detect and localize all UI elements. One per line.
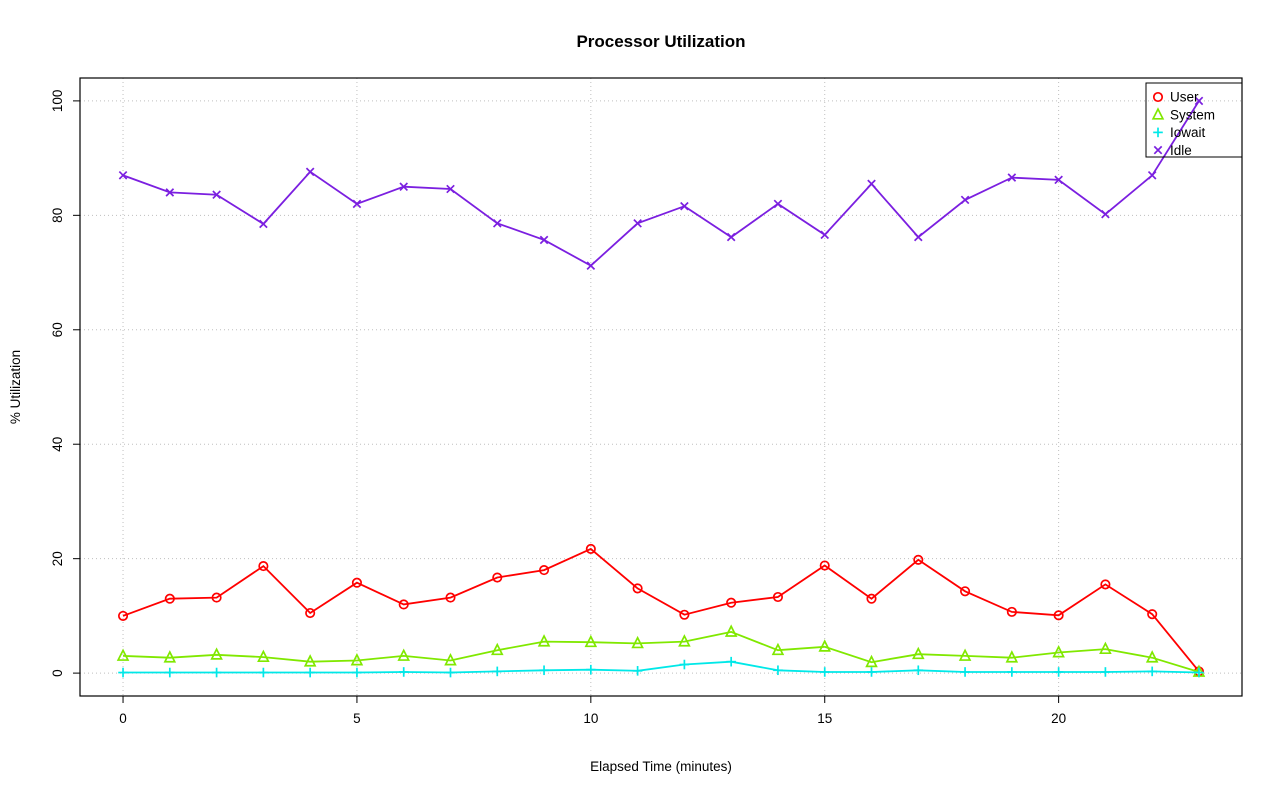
legend-marker-iowait <box>1153 127 1163 138</box>
plot-frame <box>79 77 1243 697</box>
series-iowait-points <box>118 656 1204 678</box>
series-user-points <box>117 543 1205 677</box>
legend: User System Iowait Idle <box>1145 82 1243 158</box>
svg-text:20: 20 <box>1051 711 1066 726</box>
series-system-points <box>116 624 1206 677</box>
legend-marker-system <box>1151 107 1165 120</box>
y-axis-ticks <box>73 100 80 674</box>
svg-text:0: 0 <box>119 711 127 726</box>
x-axis-ticks <box>122 696 1060 703</box>
series-idle-points <box>118 96 1204 270</box>
grid-lines <box>80 78 1242 696</box>
series-system-line <box>122 630 1200 673</box>
svg-text:80: 80 <box>50 208 65 223</box>
x-axis-tick-labels: 0 5 10 15 20 <box>119 711 1066 726</box>
x-axis-title: Elapsed Time (minutes) <box>590 759 732 774</box>
y-axis-tick-labels: 0 20 40 60 80 100 <box>50 90 65 677</box>
legend-label-iowait: Iowait <box>1170 125 1206 140</box>
series-idle-line <box>122 100 1200 267</box>
legend-marker-idle <box>1153 145 1163 155</box>
svg-text:0: 0 <box>50 669 65 677</box>
svg-text:15: 15 <box>817 711 832 726</box>
series-iowait-line <box>123 660 1200 674</box>
legend-label-user: User <box>1170 90 1199 105</box>
series-user-line <box>122 547 1200 672</box>
svg-text:100: 100 <box>50 90 65 113</box>
y-axis-title: % Utilization <box>8 350 23 424</box>
legend-label-system: System <box>1170 107 1215 122</box>
chart-title: Processor Utilization <box>576 32 745 51</box>
legend-box <box>1145 82 1243 158</box>
svg-text:40: 40 <box>50 437 65 452</box>
svg-text:10: 10 <box>583 711 598 726</box>
legend-label-idle: Idle <box>1170 143 1192 158</box>
svg-text:20: 20 <box>50 551 65 566</box>
svg-text:60: 60 <box>50 322 65 337</box>
svg-text:5: 5 <box>353 711 361 726</box>
legend-marker-user <box>1152 91 1164 103</box>
